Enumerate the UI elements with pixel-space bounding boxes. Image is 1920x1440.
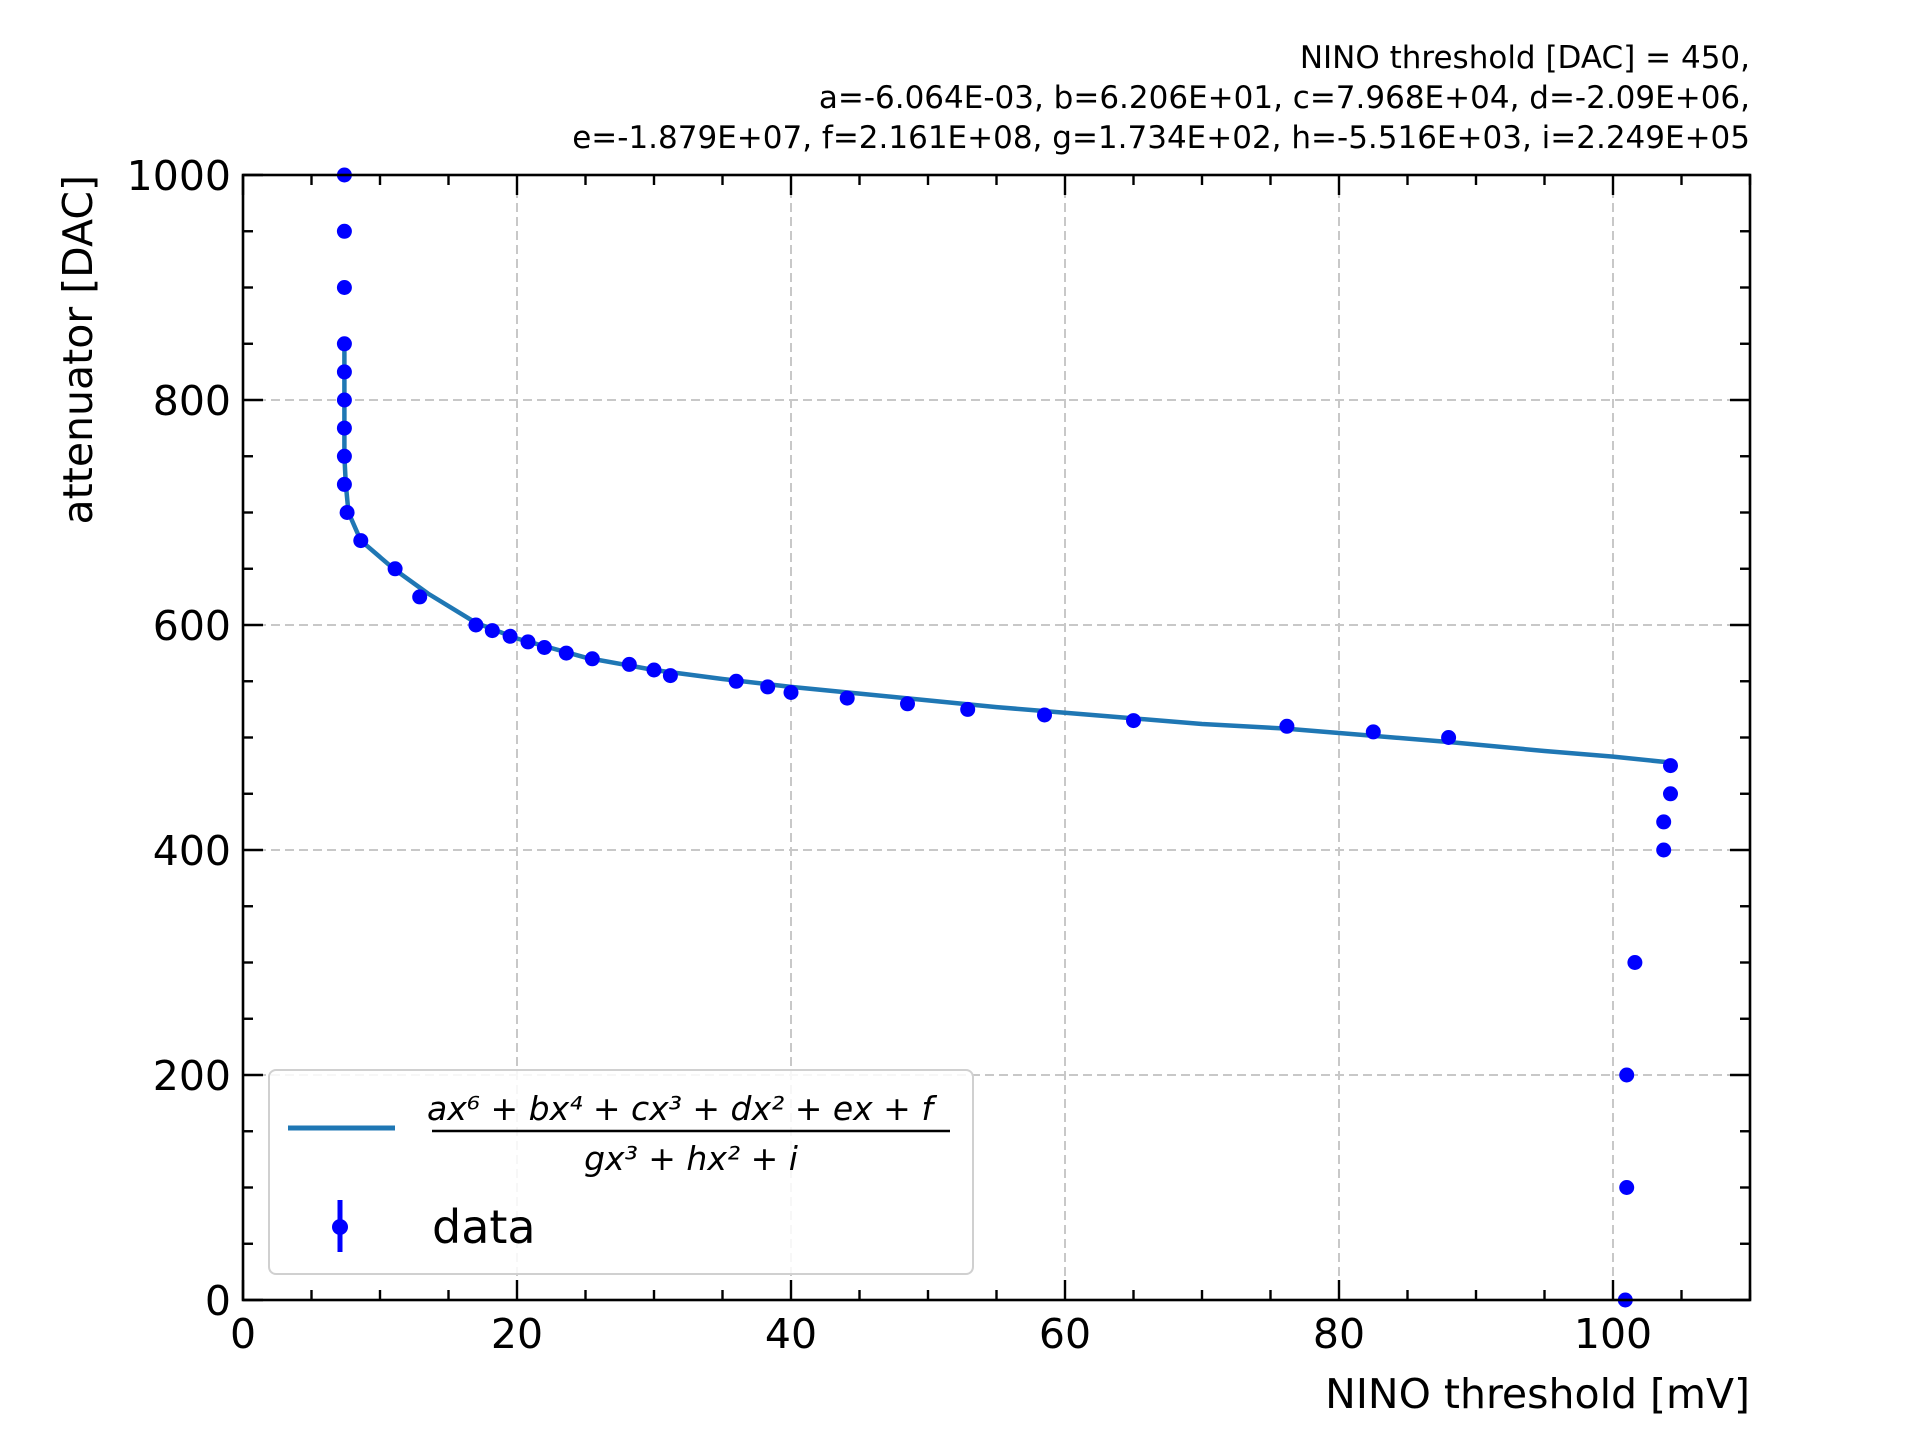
data-point <box>1656 814 1672 830</box>
plot-frame <box>241 173 1752 1302</box>
x-tick-label: 60 <box>1039 1310 1091 1358</box>
data-point <box>783 685 799 700</box>
data-point <box>1279 718 1295 734</box>
data-point <box>621 656 637 672</box>
data-point <box>1126 713 1141 729</box>
grid <box>243 175 1750 1300</box>
legend-box <box>268 1069 974 1275</box>
y-tick-label: 400 <box>153 827 231 875</box>
data-point <box>900 696 915 712</box>
data-point <box>520 634 536 650</box>
data-point <box>1365 724 1381 740</box>
data-point <box>336 223 352 239</box>
data-series <box>336 167 1678 1308</box>
legend-fit-denominator: gx³ + hx² + i <box>584 1139 798 1178</box>
legend: ax⁶ + bx⁴ + cx³ + dx² + ex + f gx³ + hx²… <box>268 1069 974 1275</box>
data-point <box>584 651 600 667</box>
data-point <box>662 668 678 684</box>
x-tick-label: 100 <box>1574 1310 1652 1358</box>
chart-title-line-1: NINO threshold [DAC] = 450, <box>1300 40 1750 76</box>
x-tick-label: 0 <box>230 1310 256 1358</box>
data-point <box>760 679 776 695</box>
y-tick-label: 800 <box>153 377 231 425</box>
data-point <box>1663 786 1678 802</box>
data-point <box>558 645 574 661</box>
fit-line <box>342 341 1671 765</box>
data-point <box>336 420 352 436</box>
y-tick-label: 200 <box>153 1052 231 1100</box>
data-point <box>336 364 352 380</box>
fit-series <box>342 341 1671 765</box>
x-axis-label: NINO threshold [mV] <box>1325 1370 1750 1418</box>
y-axis-label: attenuator [DAC] <box>54 175 102 524</box>
data-point <box>1656 842 1672 858</box>
data-point <box>387 561 403 577</box>
data-point <box>839 690 855 706</box>
data-point <box>728 673 744 689</box>
x-tick-label: 40 <box>765 1310 817 1358</box>
legend-data-marker <box>332 1219 348 1235</box>
chart-title-line-3: e=-1.879E+07, f=2.161E+08, g=1.734E+02, … <box>572 120 1750 156</box>
chart-title-line-2: a=-6.064E-03, b=6.206E+01, c=7.968E+04, … <box>819 80 1750 116</box>
data-point <box>960 701 976 717</box>
data-point <box>484 623 500 639</box>
data-point <box>1619 1067 1635 1083</box>
data-point <box>502 628 518 644</box>
data-point <box>1441 730 1457 745</box>
data-point <box>1619 1180 1635 1195</box>
data-point <box>1037 707 1052 723</box>
data-point <box>353 533 369 549</box>
x-tick-label: 20 <box>491 1310 543 1358</box>
y-tick-label: 600 <box>153 602 231 650</box>
data-point <box>1663 758 1678 774</box>
data-point <box>336 392 352 408</box>
data-point <box>1627 955 1643 970</box>
data-point <box>536 640 552 655</box>
y-tick-label: 1000 <box>127 152 231 200</box>
data-point <box>336 280 352 295</box>
data-point <box>336 476 352 492</box>
data-point <box>336 336 352 352</box>
data-point <box>336 448 352 464</box>
data-point <box>412 589 428 605</box>
data-point <box>646 662 662 678</box>
data-point <box>339 505 355 520</box>
x-tick-label: 80 <box>1313 1310 1365 1358</box>
y-tick-label: 0 <box>205 1277 231 1325</box>
legend-fit-numerator: ax⁶ + bx⁴ + cx³ + dx² + ex + f <box>427 1089 937 1128</box>
legend-data-label: data <box>432 1200 536 1254</box>
data-point <box>468 617 484 633</box>
